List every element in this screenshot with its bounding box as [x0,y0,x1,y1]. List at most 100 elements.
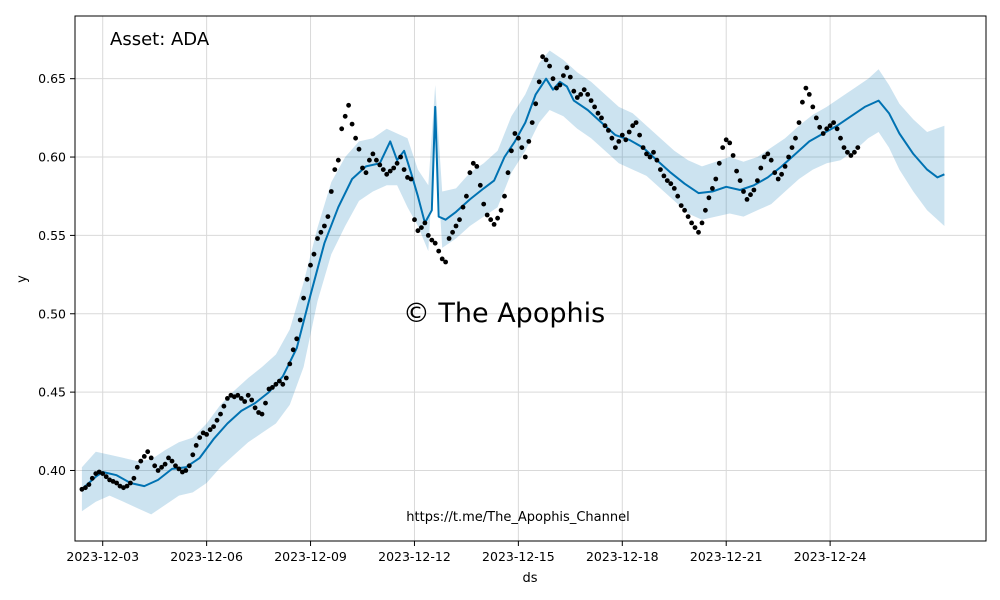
observed-point [730,153,736,158]
observed-point [689,220,694,226]
observed-point [218,411,223,417]
uncertainty-band-group [81,50,945,515]
observed-point [211,424,217,429]
observed-point [100,471,106,476]
observed-point [713,176,719,182]
observed-point [571,88,577,94]
observed-point [557,82,563,88]
observed-point [536,79,542,85]
observed-point [367,157,372,163]
observed-point [332,167,338,173]
observed-point [703,207,708,213]
observed-point [474,164,480,169]
y-tick-label: 0.40 [38,463,66,478]
y-axis-ticks: 0.40 0.45 0.50 0.55 0.60 0.65 [38,71,75,478]
observed-point [152,463,158,469]
observed-point [831,120,836,125]
observed-point [155,468,161,473]
observed-point [637,132,642,138]
channel-link[interactable]: https://t.me/The_Apophis_Channel [406,510,629,525]
observed-point [588,98,594,103]
observed-point [134,464,140,470]
x-tick-label: 2023-12-03 [66,549,139,564]
observed-points-group [79,54,861,492]
observed-point [706,195,712,201]
observed-point [633,120,639,125]
observed-point [824,126,830,132]
observed-point [516,135,521,141]
observed-point [786,154,791,160]
observed-point [540,54,545,60]
observed-point [675,193,681,199]
observed-point [550,76,556,82]
observed-point [283,375,289,381]
observed-point [758,165,764,171]
x-axis-ticks: 2023-12-03 2023-12-06 2023-12-09 2023-12-12… [66,541,866,564]
observed-point [533,101,539,107]
observed-point [322,223,327,229]
observed-point [415,228,421,234]
observed-point [775,176,781,182]
observed-point [197,435,203,440]
x-tick-label: 2023-12-15 [482,549,555,564]
observed-point [734,168,739,174]
observed-point [529,120,535,125]
observed-point [599,115,604,121]
observed-point [512,131,518,136]
observed-point [654,157,660,163]
observed-point [290,347,296,353]
observed-point [259,411,265,417]
observed-point [696,229,701,235]
observed-point [145,449,151,455]
observed-point [827,123,833,129]
observed-point [453,223,459,229]
observed-point [190,452,196,458]
observed-point [294,336,300,342]
grid [75,16,986,541]
observed-point [186,463,192,469]
observed-point [720,145,726,151]
observed-point [346,102,351,108]
observed-point [592,104,597,110]
observed-point [848,153,854,158]
observed-point [505,170,511,176]
observed-point [384,171,390,177]
y-axis-title: y [15,275,30,283]
observed-point [526,139,532,144]
observed-point [800,99,805,105]
observed-point [855,145,861,151]
observed-point [308,262,313,268]
observed-point [692,225,698,231]
observed-point [408,176,414,182]
observed-point [457,217,462,223]
y-tick-label: 0.60 [38,150,66,165]
observed-point [810,104,816,110]
observed-point [464,193,469,199]
observed-point [429,237,435,243]
observed-point [439,256,445,262]
observed-point [841,145,847,151]
observed-point [495,215,500,221]
observed-point [176,466,182,472]
observed-point [103,474,109,480]
observed-point [353,135,358,141]
observed-point [619,132,625,138]
x-tick-label: 2023-12-09 [274,549,347,564]
observed-point [249,397,255,403]
observed-point [813,115,819,121]
observed-point [162,461,168,467]
observed-point [422,220,428,226]
observed-point [852,149,857,155]
observed-point [356,146,362,152]
observed-point [287,361,293,367]
observed-point [768,157,774,163]
observed-point [658,167,663,173]
observed-point [606,127,611,133]
observed-point [845,149,850,155]
observed-point [311,251,317,257]
x-tick-label: 2023-12-24 [794,549,867,564]
y-tick-label: 0.45 [38,385,66,400]
observed-point [710,186,715,191]
observed-point [446,236,452,241]
observed-point [252,405,258,411]
